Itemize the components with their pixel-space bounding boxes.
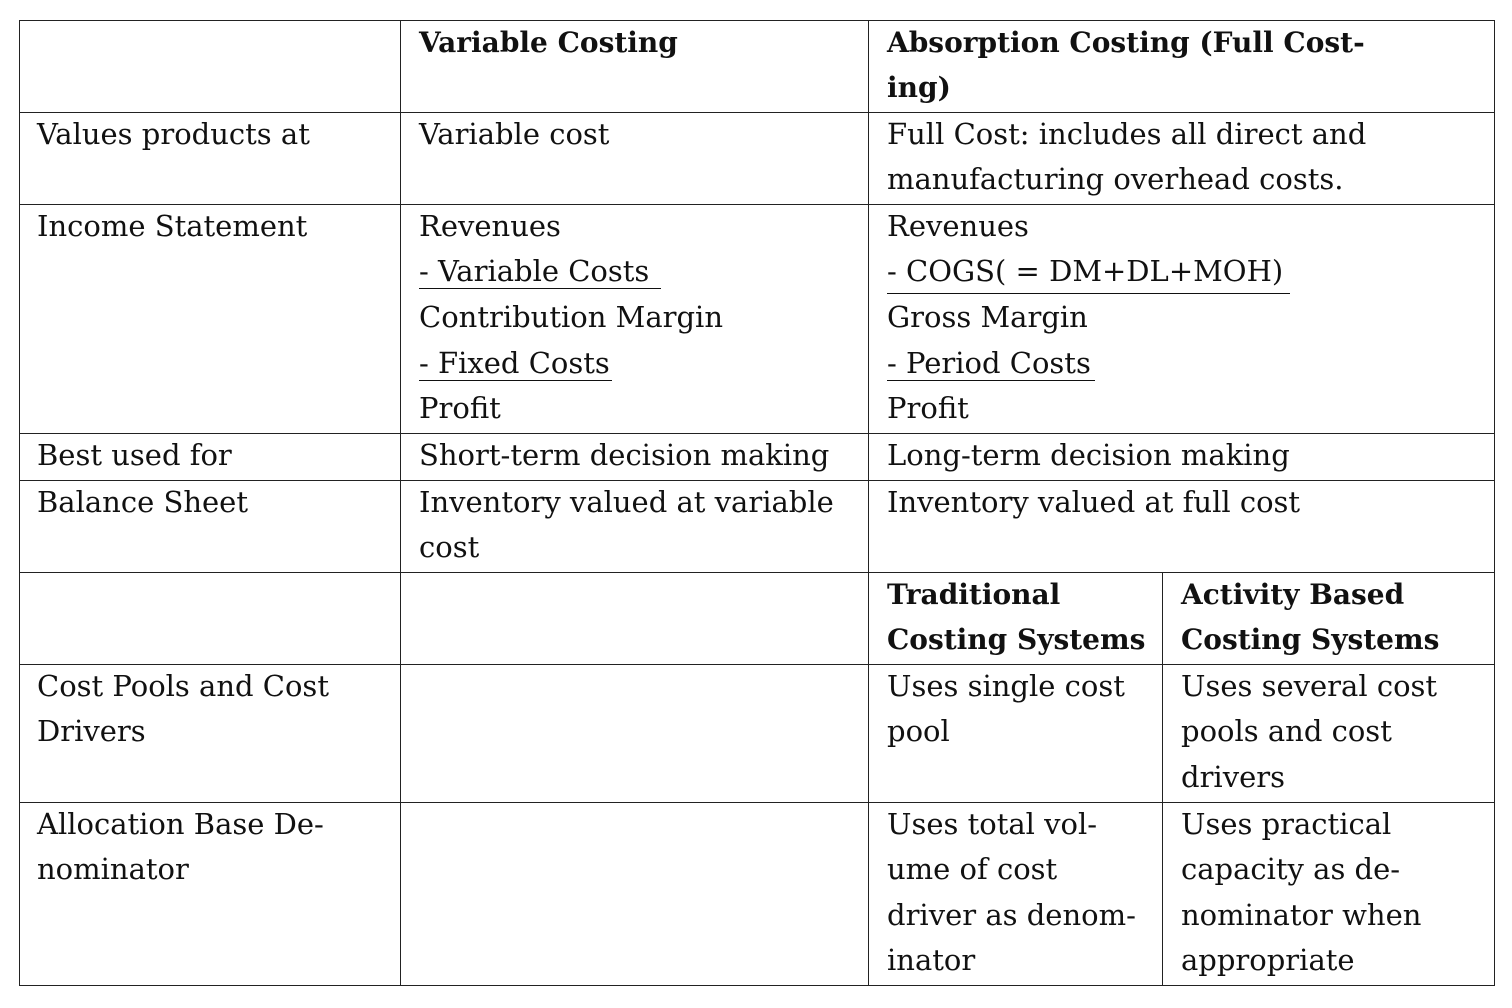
balance-variable-line1: Inventory valued at variable bbox=[419, 485, 834, 519]
values-absorption-line2: manufacturing overhead costs. bbox=[887, 162, 1344, 196]
pools-traditional-line: Uses single cost bbox=[887, 669, 1125, 703]
row-label-allocation-line1: Allocation Base De- bbox=[37, 807, 324, 841]
pools-abc-line: pools and cost bbox=[1181, 714, 1392, 748]
income-absorption-line: Profit bbox=[887, 391, 969, 425]
row-divider bbox=[19, 572, 1494, 573]
subheader-traditional-line1: Traditional bbox=[887, 578, 1061, 611]
header-variable-costing: Variable Costing bbox=[419, 26, 678, 59]
subtraction-underline bbox=[419, 288, 661, 289]
allocation-abc-line: Uses practical bbox=[1181, 807, 1392, 841]
row-divider bbox=[19, 480, 1494, 481]
balance-variable-line2: cost bbox=[419, 530, 480, 564]
subheader-traditional-line2: Costing Systems bbox=[887, 623, 1146, 656]
income-absorption-line: - COGS( = DM+DL+MOH) bbox=[887, 254, 1284, 288]
table-border-bottom bbox=[19, 985, 1494, 986]
income-variable-line: - Fixed Costs bbox=[419, 346, 610, 380]
table-border-left bbox=[19, 20, 20, 986]
row-label-pools-line1: Cost Pools and Cost bbox=[37, 669, 329, 703]
row-label-allocation-line2: nominator bbox=[37, 852, 189, 886]
row-label-values: Values products at bbox=[37, 117, 310, 151]
column-divider bbox=[400, 20, 401, 986]
row-label-best: Best used for bbox=[37, 438, 232, 472]
row-divider bbox=[19, 112, 1494, 113]
allocation-traditional-line: inator bbox=[887, 943, 976, 977]
row-label-income: Income Statement bbox=[37, 209, 308, 243]
allocation-traditional-line: driver as denom- bbox=[887, 898, 1136, 932]
allocation-traditional-line: ume of cost bbox=[887, 852, 1058, 886]
income-variable-line: Profit bbox=[419, 391, 501, 425]
allocation-traditional-line: Uses total vol- bbox=[887, 807, 1098, 841]
column-divider-sub bbox=[1162, 572, 1163, 986]
subheader-abc-line2: Costing Systems bbox=[1181, 623, 1440, 656]
row-label-pools-line2: Drivers bbox=[37, 714, 146, 748]
table-border-top bbox=[19, 20, 1494, 21]
best-absorption: Long-term decision making bbox=[887, 438, 1290, 472]
subtraction-underline bbox=[419, 380, 612, 381]
values-absorption-line1: Full Cost: includes all direct and bbox=[887, 117, 1367, 151]
income-variable-line: Contribution Margin bbox=[419, 300, 724, 334]
row-divider bbox=[19, 433, 1494, 434]
pools-abc-line: drivers bbox=[1181, 760, 1285, 794]
header-absorption-costing-line1: Absorption Costing (Full Cost- bbox=[887, 26, 1365, 59]
header-absorption-costing-line2: ing) bbox=[887, 71, 951, 104]
best-variable: Short-term decision making bbox=[419, 438, 830, 472]
row-divider bbox=[19, 664, 1494, 665]
pools-traditional-line: pool bbox=[887, 714, 950, 748]
allocation-abc-line: appropriate bbox=[1181, 943, 1355, 977]
allocation-abc-line: capacity as de- bbox=[1181, 852, 1401, 886]
balance-absorption: Inventory valued at full cost bbox=[887, 485, 1301, 519]
row-divider bbox=[19, 802, 1494, 803]
row-label-balance: Balance Sheet bbox=[37, 485, 248, 519]
values-variable: Variable cost bbox=[419, 117, 610, 151]
column-divider bbox=[868, 20, 869, 986]
income-absorption-line: Revenues bbox=[887, 209, 1029, 243]
income-variable-line: - Variable Costs bbox=[419, 254, 650, 288]
row-divider bbox=[19, 204, 1494, 205]
subtraction-underline bbox=[887, 380, 1095, 381]
income-absorption-line: Gross Margin bbox=[887, 300, 1088, 334]
subtraction-underline bbox=[887, 293, 1290, 294]
table-border-right bbox=[1494, 20, 1495, 986]
income-variable-line: Revenues bbox=[419, 209, 561, 243]
pools-abc-line: Uses several cost bbox=[1181, 669, 1438, 703]
allocation-abc-line: nominator when bbox=[1181, 898, 1422, 932]
income-absorption-line: - Period Costs bbox=[887, 346, 1091, 380]
subheader-abc-line1: Activity Based bbox=[1181, 578, 1405, 611]
